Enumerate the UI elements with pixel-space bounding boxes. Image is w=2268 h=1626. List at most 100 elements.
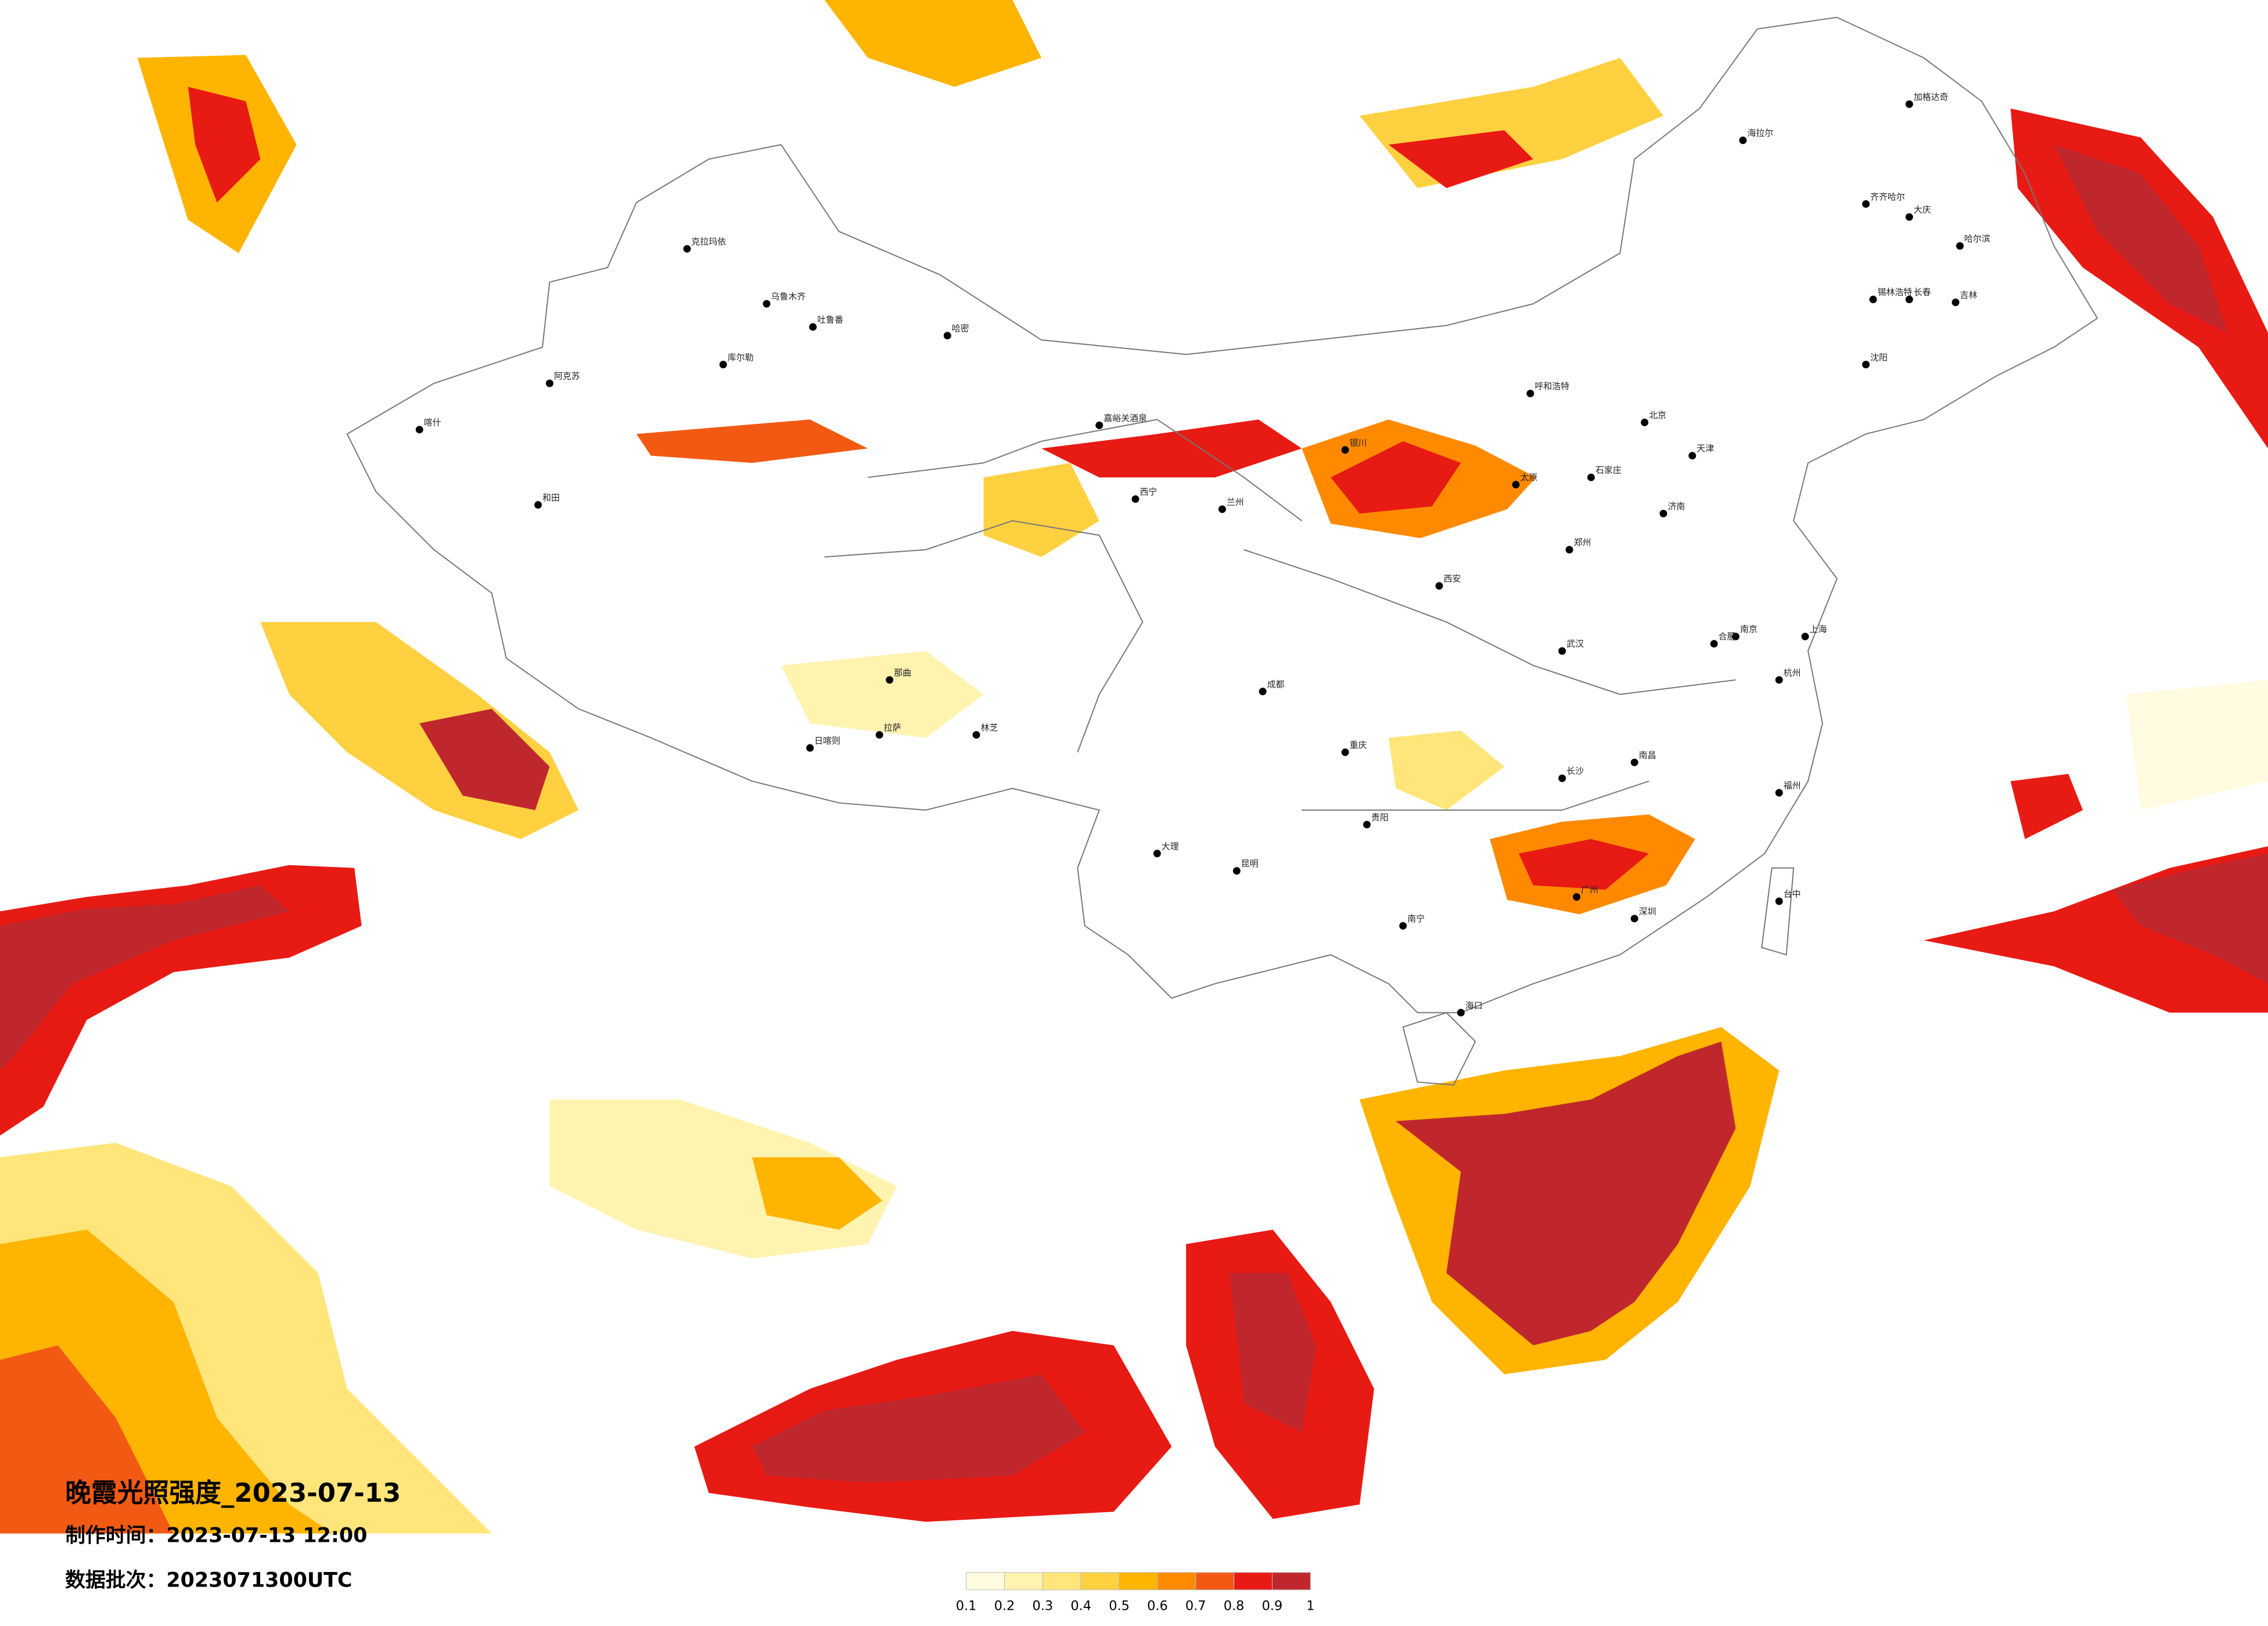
city-dot (1512, 481, 1520, 488)
city-dot (1956, 242, 1964, 250)
colorbar-swatch (1271, 1572, 1311, 1591)
city-dot (1641, 418, 1649, 426)
city-dot (1341, 748, 1349, 756)
city-dot (1558, 774, 1566, 782)
city-label: 武汉 (1566, 639, 1584, 649)
city-label: 杭州 (1784, 667, 1801, 678)
city-dot (683, 244, 691, 253)
colorbar-tick-label: 0.6 (1147, 1599, 1168, 1614)
city-label: 大庆 (1914, 204, 1931, 215)
city-dot (1775, 897, 1783, 905)
city-dot (1565, 546, 1573, 554)
city-label: 长春 (1914, 287, 1931, 297)
colorbar-tick-label: 0.7 (1185, 1599, 1206, 1614)
colorbar: 0.1 0.2 0.3 0.4 0.5 0.6 0.7 0.8 0.9 1 (956, 1572, 1314, 1614)
city-dot (1732, 632, 1739, 641)
city-dot (1905, 100, 1913, 108)
city-dot (1399, 922, 1407, 930)
intensity-field (0, 0, 2268, 1534)
map-title: 晚霞光照强度_2023-07-13 (65, 1477, 401, 1508)
city-dot (1526, 390, 1534, 398)
city-label: 克拉玛依 (691, 236, 726, 247)
boundaries (346, 16, 2098, 1086)
city-label: 石家庄 (1595, 465, 1622, 476)
city-dot (1739, 136, 1747, 145)
city-label: 嘉峪关酒泉 (1104, 413, 1147, 423)
city-dot (1630, 915, 1638, 923)
city-dot (1862, 200, 1870, 208)
city-label: 哈密 (952, 323, 969, 333)
colorbar-swatch (966, 1572, 1005, 1591)
data-batch: 数据批次：2023071300UTC (65, 1569, 352, 1592)
city-label: 太原 (1520, 472, 1537, 483)
colorbar-tick-label: 1 (1306, 1599, 1314, 1614)
city-label: 齐齐哈尔 (1870, 192, 1905, 202)
city-label: 林芝 (981, 722, 998, 733)
city-label: 长沙 (1566, 766, 1584, 776)
city-dot (1862, 361, 1870, 369)
city-label: 广州 (1581, 884, 1598, 895)
city-label: 吉林 (1960, 290, 1978, 300)
city-dot (1775, 789, 1783, 797)
city-label: 喀什 (424, 417, 441, 427)
city-dot (1659, 509, 1667, 517)
city-label: 福州 (1784, 780, 1801, 791)
city-dot (1573, 893, 1581, 901)
city-label: 西安 (1443, 573, 1461, 584)
city-dot (809, 323, 817, 331)
city-label: 合肥 (1719, 631, 1736, 642)
city-label: 昆明 (1241, 858, 1259, 869)
city-label: 郑州 (1574, 537, 1591, 548)
city-dot (1259, 688, 1267, 696)
city-label: 库尔勒 (728, 352, 754, 362)
city-label: 西宁 (1140, 487, 1157, 497)
colorbar-tick-label: 0.5 (1109, 1599, 1130, 1614)
city-dot (1558, 647, 1566, 655)
city-label: 哈尔滨 (1964, 233, 1990, 244)
city-dot (1587, 473, 1595, 481)
city-label: 日喀则 (814, 735, 840, 746)
city-dot (1153, 850, 1161, 858)
city-label: 加格达奇 (1914, 92, 1949, 102)
city-dot (1095, 421, 1104, 429)
city-label: 贵阳 (1371, 812, 1389, 822)
city-dot (1710, 640, 1718, 648)
colorbar-swatch (1195, 1572, 1235, 1591)
city-label: 沈阳 (1870, 352, 1888, 362)
city-label: 南宁 (1407, 913, 1425, 924)
city-dot (1363, 821, 1371, 829)
colorbar-tick-label: 0.9 (1262, 1599, 1283, 1614)
made-time: 制作时间：2023-07-13 12:00 (65, 1524, 367, 1548)
city-label: 锡林浩特 (1878, 287, 1913, 297)
city-label: 南昌 (1639, 750, 1656, 760)
city-label: 阿克苏 (554, 371, 580, 382)
city-label: 那曲 (894, 667, 911, 678)
city-label: 重庆 (1350, 740, 1367, 750)
city-label: 吐鲁番 (817, 315, 843, 325)
city-label: 北京 (1649, 410, 1666, 420)
city-dot (534, 501, 542, 509)
city-dot (545, 379, 553, 387)
city-label: 南京 (1740, 624, 1757, 635)
city-label: 深圳 (1639, 906, 1656, 916)
city-label: 天津 (1696, 443, 1714, 454)
colorbar-swatch (1004, 1572, 1043, 1591)
colorbar-tick-label: 0.2 (994, 1599, 1015, 1614)
city-dot (1218, 505, 1226, 513)
city-dot (1688, 452, 1696, 460)
city-dot (1341, 446, 1349, 454)
city-dot (1801, 632, 1809, 641)
city-dot (1232, 867, 1241, 875)
city-label: 银川 (1350, 437, 1367, 448)
city-dot (943, 332, 951, 340)
city-dot (1869, 296, 1877, 304)
city-label: 和田 (542, 492, 560, 503)
colorbar-tick-label: 0.8 (1224, 1599, 1245, 1614)
colorbar-tick-label: 0.1 (956, 1599, 977, 1614)
colorbar-swatch (1234, 1572, 1273, 1591)
colorbar-swatch (1119, 1572, 1158, 1591)
colorbar-tick-label: 0.3 (1033, 1599, 1054, 1614)
city-dot (1457, 1009, 1465, 1017)
